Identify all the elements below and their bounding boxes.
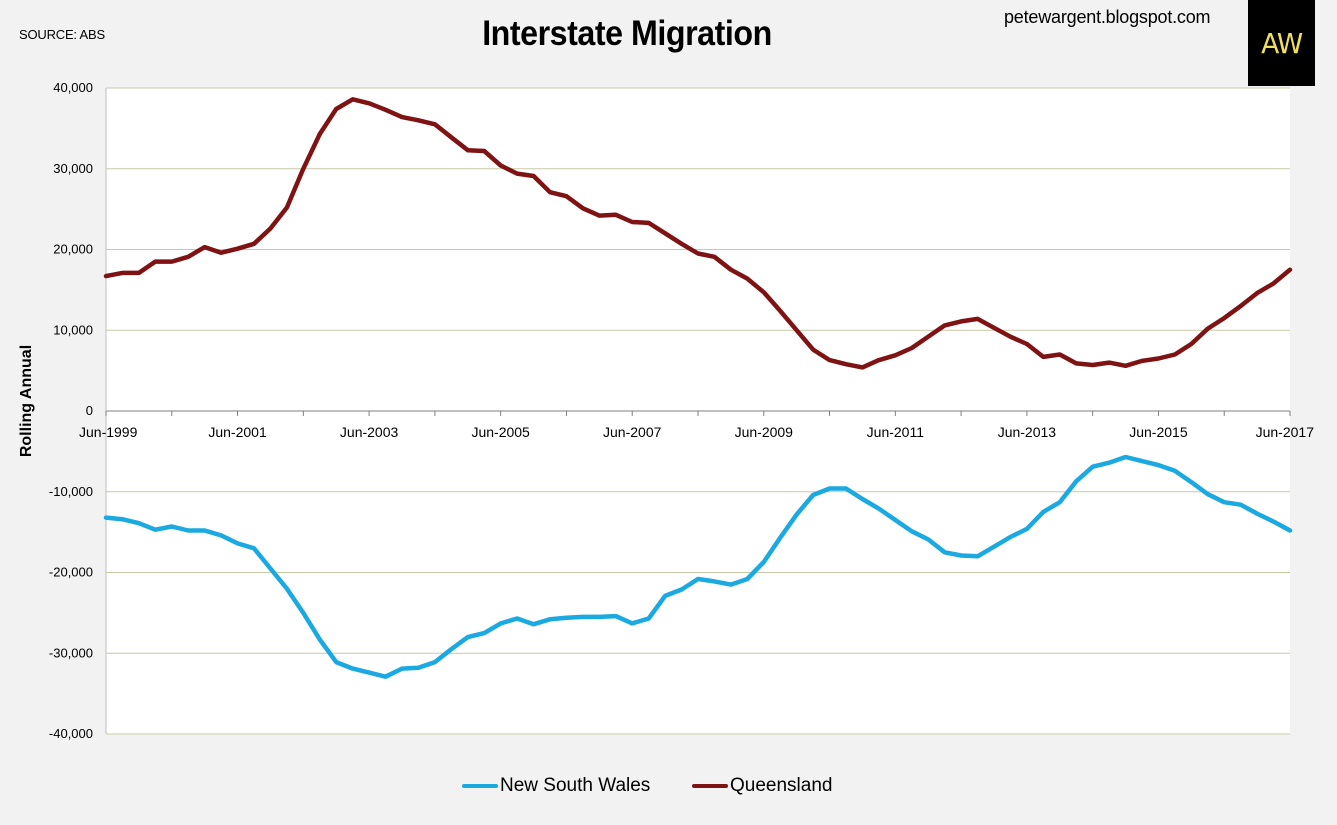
x-tick-label: Jun-2007 [603, 424, 662, 440]
series-line-nsw [103, 454, 1293, 679]
y-tick-label: 0 [86, 403, 93, 418]
x-tick-label: Jun-2011 [867, 424, 925, 440]
y-tick-label: -30,000 [49, 645, 93, 660]
legend-swatch-qld [692, 784, 728, 788]
y-tick-label: -20,000 [49, 565, 93, 580]
logo-text: AW [1260, 26, 1303, 60]
brand-logo: AW [1248, 0, 1315, 86]
y-tick-label: -40,000 [49, 726, 93, 741]
y-axis-label: Rolling Annual [18, 344, 35, 458]
x-tick-label: Jun-2015 [1129, 424, 1188, 440]
y-tick-label: 40,000 [53, 80, 93, 95]
site-url[interactable]: petewargent.blogspot.com [1004, 7, 1211, 27]
x-tick-label: Jun-2009 [735, 424, 794, 440]
legend-swatch-nsw [462, 784, 498, 788]
x-tick-label: Jun-2005 [471, 424, 530, 440]
x-tick-label: Jun-1999 [79, 424, 138, 440]
chart-title: Interstate Migration [482, 14, 772, 53]
y-tick-label: 20,000 [53, 242, 93, 257]
y-tick-label: -10,000 [49, 484, 93, 499]
legend-label-nsw: New South Wales [500, 775, 651, 796]
source-label: SOURCE: ABS [19, 27, 105, 42]
y-tick-label: 30,000 [53, 161, 93, 176]
series-line-qld [103, 97, 1293, 370]
x-tick-label: Jun-2013 [998, 424, 1057, 440]
x-tick-label: Jun-2017 [1256, 424, 1315, 440]
x-tick-label: Jun-2003 [340, 424, 399, 440]
legend-item-nsw[interactable]: New South Wales [462, 775, 650, 797]
y-tick-label: 10,000 [53, 322, 93, 337]
legend: New South Wales Queensland [0, 775, 1337, 799]
legend-item-qld[interactable]: Queensland [692, 775, 832, 797]
x-tick-label: Jun-2001 [208, 424, 267, 440]
legend-label-qld: Queensland [730, 775, 833, 796]
